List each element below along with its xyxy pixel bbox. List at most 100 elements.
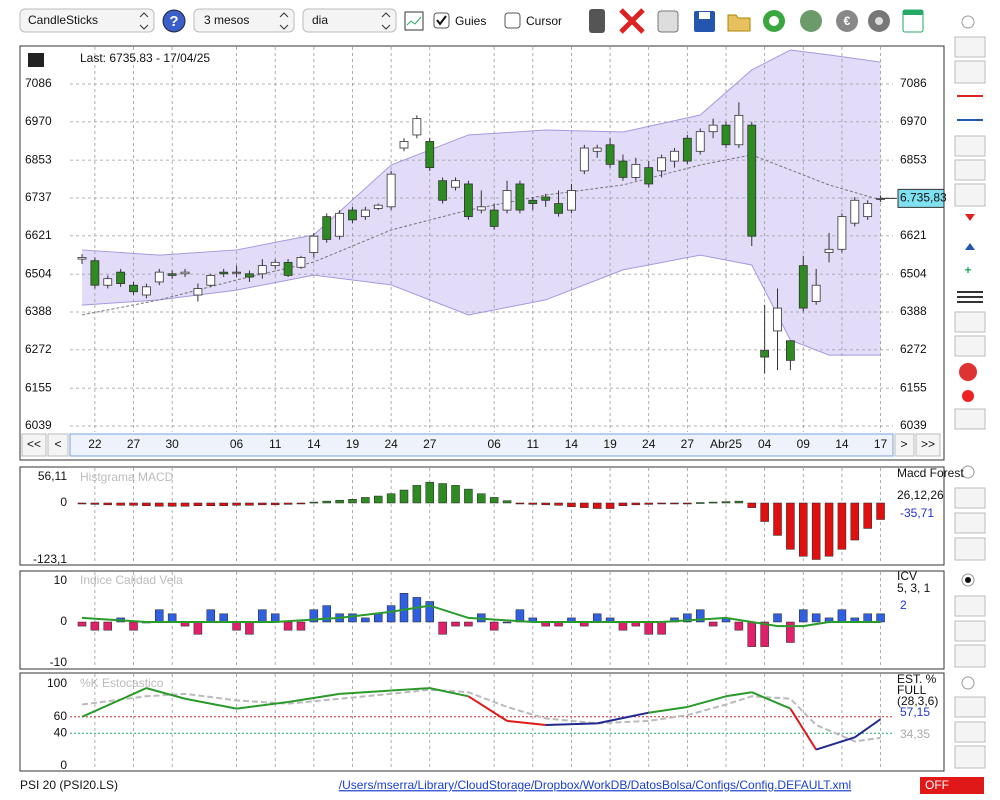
candle-body: [90, 260, 100, 286]
macd-bar: [670, 502, 679, 505]
nav-last[interactable]: [915, 433, 941, 457]
chevron: [279, 12, 289, 30]
candle-body: [425, 141, 435, 169]
candle-body: [541, 196, 551, 201]
config-path[interactable]: /Users/mserra/Library/CloudStorage/Dropb…: [339, 778, 851, 792]
macd-bar: [644, 502, 653, 505]
up-tool[interactable]: [965, 243, 975, 250]
y-tick-label: 6272: [900, 342, 927, 356]
x-tick-label: 22: [88, 437, 102, 451]
stochastic-k: [467, 695, 508, 722]
scale-tool[interactable]: [954, 311, 986, 333]
swap-tool[interactable]: [954, 408, 986, 430]
line-tool[interactable]: [954, 60, 986, 84]
x-tick-label: 11: [527, 437, 540, 451]
panel-tool[interactable]: [954, 595, 986, 617]
stochastic-title: %K Estocastico: [80, 676, 164, 690]
panel-tool[interactable]: [954, 487, 986, 509]
check: [436, 15, 447, 26]
record-tool[interactable]: [962, 390, 974, 402]
delete-button[interactable]: [619, 8, 645, 34]
icv-bar: [734, 621, 744, 631]
stochastic-k: [184, 697, 237, 710]
icv-bar: [799, 609, 808, 623]
candle-body: [219, 271, 229, 275]
grid-tool[interactable]: [957, 291, 983, 303]
icv-bar: [412, 597, 422, 623]
currency-button[interactable]: [836, 10, 858, 32]
nav-first[interactable]: [21, 433, 47, 457]
macd-bar: [786, 502, 795, 550]
date-axis: [69, 433, 894, 457]
panel-tool[interactable]: [954, 696, 986, 718]
macd-bar: [167, 502, 177, 507]
stochastic-k: [429, 687, 469, 698]
trend-tool[interactable]: [954, 159, 986, 181]
zoom-tool[interactable]: [954, 36, 986, 58]
candle-body: [798, 265, 808, 309]
nav-label: >>: [921, 437, 935, 451]
status: OFF: [925, 778, 949, 792]
chart-type-select[interactable]: [19, 8, 155, 33]
y-tick-label: 6621: [25, 228, 52, 242]
candle-body: [670, 150, 679, 162]
nav-label: >: [900, 437, 907, 451]
stochastic-k: [596, 711, 649, 725]
stochastic-k: [815, 736, 856, 751]
panel-tool[interactable]: [954, 537, 986, 561]
radio[interactable]: [961, 465, 975, 479]
chart-icon[interactable]: [404, 11, 424, 31]
nav-label: <<: [27, 437, 41, 451]
panel-tool[interactable]: [954, 745, 986, 769]
macd-params: 26,12,26: [897, 488, 944, 502]
down-tool[interactable]: [965, 214, 975, 221]
macd-bar: [502, 500, 512, 504]
panel-tool[interactable]: [954, 721, 986, 743]
percent-tool[interactable]: [954, 335, 986, 357]
panel-tool[interactable]: [954, 512, 986, 534]
candle-body: [283, 261, 293, 276]
stop-tool[interactable]: [959, 363, 977, 381]
stochastic-k: [146, 687, 186, 700]
trash-button[interactable]: [589, 9, 605, 33]
cursor-checkbox[interactable]: [504, 12, 521, 29]
stochastic-k: [236, 701, 289, 710]
period-select[interactable]: [193, 8, 295, 33]
macd-bar: [219, 502, 228, 507]
channel-tool[interactable]: [954, 135, 986, 157]
macd-bar: [695, 502, 705, 504]
panel-tool[interactable]: [954, 620, 986, 642]
open-button[interactable]: [727, 14, 751, 32]
add-tool[interactable]: +: [964, 263, 971, 277]
panel-tool[interactable]: [954, 644, 986, 668]
macd-bar: [77, 502, 87, 505]
print-button[interactable]: [657, 10, 679, 33]
radio[interactable]: [961, 676, 975, 690]
stochastic-d: [81, 688, 881, 743]
interval-select[interactable]: [302, 8, 397, 33]
icv-bar: [296, 621, 306, 631]
status-box[interactable]: [920, 777, 984, 794]
icv-bar: [683, 613, 692, 623]
icv-bar: [270, 613, 280, 623]
stochastic-k: [751, 691, 791, 710]
help-button[interactable]: [162, 9, 186, 33]
calendar-top: [903, 10, 923, 15]
nav-prev[interactable]: [47, 433, 69, 457]
y-tick-label: 0: [60, 758, 67, 772]
icv-bar: [876, 613, 885, 623]
chart-logo: [28, 53, 44, 67]
radio[interactable]: [961, 15, 975, 29]
nav-next[interactable]: [894, 433, 915, 457]
icv-bar: [489, 621, 499, 631]
x-tick-label: 17: [874, 437, 888, 451]
candle-body: [837, 216, 847, 250]
icv-bar: [773, 613, 782, 623]
macd-bar: [438, 483, 447, 504]
sync-button[interactable]: [800, 10, 822, 32]
chevron: [139, 12, 149, 30]
candle-body: [154, 271, 164, 283]
icv-bar: [502, 621, 512, 624]
y-tick-label: 6388: [900, 304, 927, 318]
fib-tool[interactable]: [954, 183, 986, 207]
